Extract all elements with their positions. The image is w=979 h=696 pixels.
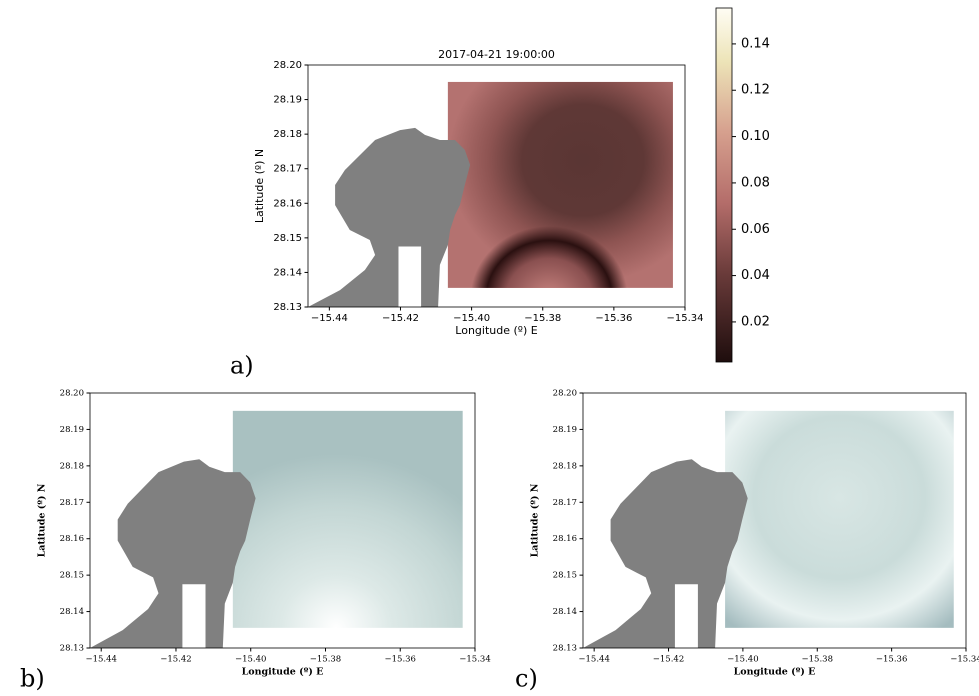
x-tick-label: −15.34 bbox=[459, 655, 490, 665]
harbour bbox=[398, 246, 422, 307]
panel-label: a) bbox=[230, 352, 254, 380]
y-tick-label: 28.19 bbox=[273, 95, 302, 106]
x-tick-label: −15.34 bbox=[666, 313, 703, 324]
x-tick-label: −15.42 bbox=[653, 655, 684, 665]
field-overlay bbox=[447, 81, 673, 288]
y-tick-label: 28.14 bbox=[553, 607, 577, 617]
axes-frame bbox=[582, 392, 967, 649]
x-axis-label: Longitude (º) E bbox=[455, 324, 537, 337]
y-tick-label: 28.18 bbox=[273, 129, 302, 140]
y-tick-label: 28.13 bbox=[60, 644, 84, 654]
x-tick-label: −15.34 bbox=[950, 655, 979, 665]
harbour bbox=[674, 584, 698, 648]
axes-frame bbox=[89, 392, 476, 649]
colorbar bbox=[715, 7, 733, 363]
x-tick-label: −15.42 bbox=[382, 313, 419, 324]
x-tick-label: −15.44 bbox=[311, 313, 348, 324]
y-tick-label: 28.19 bbox=[553, 425, 577, 435]
y-axis-label: Latitude (º) N bbox=[37, 483, 48, 557]
y-tick-label: 28.15 bbox=[60, 571, 84, 581]
colorbar-tick-label: 0.10 bbox=[741, 129, 770, 144]
x-tick-label: −15.40 bbox=[453, 313, 490, 324]
y-tick-label: 28.15 bbox=[553, 571, 577, 581]
colorbar-tick-label: 0.02 bbox=[741, 314, 770, 329]
x-tick-label: −15.36 bbox=[595, 313, 632, 324]
x-tick-label: −15.38 bbox=[802, 655, 833, 665]
chart-title: 2017-04-21 19:00:00 bbox=[438, 48, 555, 61]
harbour bbox=[182, 584, 206, 648]
y-tick-label: 28.16 bbox=[553, 534, 577, 544]
y-tick-label: 28.14 bbox=[60, 607, 84, 617]
colorbar-tick-label: 0.04 bbox=[741, 268, 770, 283]
y-tick-label: 28.17 bbox=[60, 498, 84, 508]
y-tick-label: 28.15 bbox=[273, 233, 302, 244]
y-axis-label: Latitude (º) N bbox=[530, 483, 541, 557]
land bbox=[583, 459, 748, 648]
y-tick-label: 28.20 bbox=[273, 60, 302, 71]
x-tick-label: −15.36 bbox=[876, 655, 907, 665]
x-axis-label: Longitude (º) E bbox=[734, 667, 816, 678]
field bbox=[232, 410, 463, 628]
x-tick-label: −15.44 bbox=[85, 655, 116, 665]
colorbar-tick-label: 0.06 bbox=[741, 222, 770, 237]
panel-label: b) bbox=[20, 665, 45, 693]
x-tick-label: −15.40 bbox=[727, 655, 758, 665]
x-tick-label: −15.38 bbox=[310, 655, 341, 665]
y-tick-label: 28.13 bbox=[553, 644, 577, 654]
y-tick-label: 28.20 bbox=[60, 389, 84, 399]
x-tick-label: −15.36 bbox=[385, 655, 416, 665]
x-tick-label: −15.44 bbox=[578, 655, 609, 665]
x-tick-label: −15.38 bbox=[524, 313, 561, 324]
colorbar-tick-label: 0.12 bbox=[741, 83, 770, 98]
x-tick-label: −15.42 bbox=[160, 655, 191, 665]
land bbox=[308, 127, 471, 308]
y-tick-label: 28.16 bbox=[60, 534, 84, 544]
colorbar-tick-label: 0.14 bbox=[741, 36, 770, 51]
y-tick-label: 28.17 bbox=[553, 498, 577, 508]
field bbox=[725, 410, 954, 628]
x-axis-label: Longitude (º) E bbox=[242, 667, 324, 678]
y-tick-label: 28.20 bbox=[553, 389, 577, 399]
y-tick-label: 28.19 bbox=[60, 425, 84, 435]
y-axis-label: Latitude (º) N bbox=[253, 149, 266, 223]
y-tick-label: 28.18 bbox=[553, 461, 577, 471]
y-tick-label: 28.17 bbox=[273, 164, 302, 175]
panel-label: c) bbox=[515, 665, 538, 693]
axes-frame bbox=[307, 64, 686, 308]
y-tick-label: 28.13 bbox=[273, 302, 302, 313]
y-tick-label: 28.16 bbox=[273, 198, 302, 209]
colorbar-tick-label: 0.08 bbox=[741, 175, 770, 190]
x-tick-label: −15.40 bbox=[235, 655, 266, 665]
y-tick-label: 28.14 bbox=[273, 267, 302, 278]
land bbox=[90, 459, 256, 648]
y-tick-label: 28.18 bbox=[60, 461, 84, 471]
